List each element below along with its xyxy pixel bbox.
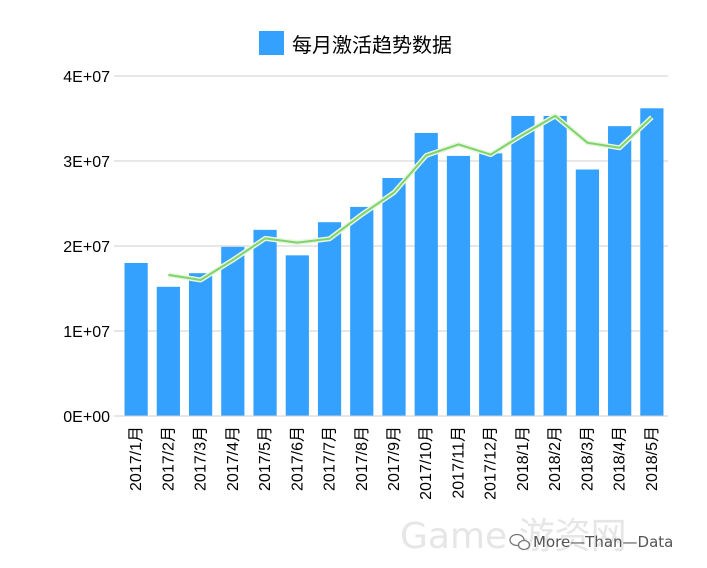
x-tick-label: 2017/8月	[354, 426, 371, 491]
x-tick-label: 2018/3月	[579, 426, 596, 491]
bar	[156, 286, 180, 416]
y-tick-label: 4E+07	[63, 69, 110, 86]
legend-label: 每月激活趋势数据	[292, 33, 452, 57]
watermark: Game 游资网 More—Than—Data	[400, 516, 673, 557]
y-tick-label: 0E+00	[63, 409, 110, 426]
bar	[382, 178, 406, 416]
x-tick-label: 2017/3月	[193, 426, 210, 491]
x-tick-label: 2018/1月	[515, 426, 532, 491]
watermark-text: More—Than—Data	[533, 533, 673, 551]
x-tick-label: 2017/1月	[128, 426, 145, 491]
bar	[575, 169, 600, 416]
bar	[253, 229, 277, 416]
bar	[608, 126, 632, 417]
legend: 每月激活趋势数据	[259, 31, 452, 57]
x-tick-label: 2017/10月	[418, 426, 435, 500]
x-tick-label: 2017/7月	[322, 426, 339, 491]
legend-swatch	[259, 31, 284, 55]
trend-line-path	[168, 114, 653, 281]
bar	[511, 115, 535, 416]
bar	[479, 153, 503, 416]
y-tick-label: 2E+07	[63, 239, 110, 256]
x-tick-label: 2018/4月	[612, 426, 629, 491]
x-tick-label: 2017/6月	[289, 426, 306, 491]
x-axis: 2017/1月 2017/2月 2017/3月 2017/4月 2017/5月 2017/…	[120, 415, 668, 500]
bar	[414, 132, 438, 416]
x-tick-label: 2017/9月	[386, 426, 403, 491]
trend-line	[168, 113, 654, 283]
bar	[124, 263, 148, 416]
bar	[446, 155, 471, 416]
y-axis: 0E+00 1E+07 2E+07 3E+07 4E+07	[63, 69, 110, 426]
y-tick-label: 3E+07	[63, 154, 110, 171]
bar	[188, 273, 213, 416]
bar	[285, 255, 309, 416]
bar	[350, 206, 374, 416]
bar	[317, 222, 342, 416]
x-tick-label: 2018/5月	[644, 426, 661, 491]
x-tick-label: 2017/2月	[160, 426, 177, 491]
bar	[640, 108, 664, 417]
watermark-faint: Game 游资网	[400, 516, 627, 557]
wechat-icon	[509, 533, 531, 551]
bar	[221, 246, 245, 416]
x-tick-label: 2017/11月	[450, 426, 467, 499]
x-tick-label: 2017/12月	[483, 426, 500, 500]
x-tick-label: 2017/4月	[225, 426, 242, 491]
bars	[124, 108, 664, 417]
x-tick-label: 2017/5月	[257, 426, 274, 491]
bar	[543, 115, 567, 416]
y-tick-label: 1E+07	[63, 324, 110, 341]
x-tick-label: 2018/2月	[547, 426, 564, 491]
